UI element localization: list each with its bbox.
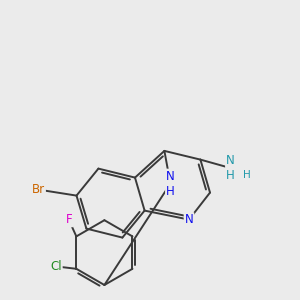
Text: F: F [65, 213, 72, 226]
Text: N: N [184, 213, 194, 226]
Text: Br: Br [32, 183, 45, 196]
Text: N
H: N H [166, 169, 175, 198]
Text: N
H: N H [226, 154, 235, 182]
Text: H: H [243, 170, 251, 181]
Text: Cl: Cl [50, 260, 62, 273]
